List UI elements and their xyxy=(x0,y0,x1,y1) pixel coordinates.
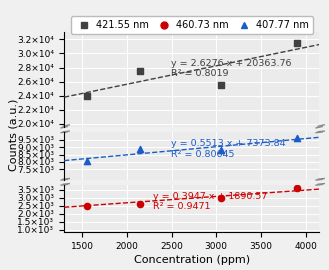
Point xyxy=(294,225,299,229)
Point xyxy=(84,93,89,98)
Point xyxy=(294,41,299,45)
Point xyxy=(138,146,143,151)
Point xyxy=(138,69,143,73)
Point xyxy=(218,102,223,107)
Text: Counts (a.u.): Counts (a.u.) xyxy=(8,99,18,171)
Point xyxy=(84,204,89,208)
Point xyxy=(84,159,89,163)
Point xyxy=(84,114,89,119)
Point xyxy=(138,244,143,248)
Point xyxy=(218,234,223,238)
Point xyxy=(138,200,143,204)
X-axis label: Concentration (ppm): Concentration (ppm) xyxy=(134,255,250,265)
Point xyxy=(138,240,143,244)
Text: y = 2.6276 x + 20363.76
R² = 0.8019: y = 2.6276 x + 20363.76 R² = 0.8019 xyxy=(171,59,292,78)
Point xyxy=(138,101,143,105)
Point xyxy=(294,237,299,241)
Point xyxy=(294,186,299,190)
Point xyxy=(294,195,299,199)
Point xyxy=(218,83,223,87)
Point xyxy=(218,195,223,200)
Point xyxy=(294,136,299,140)
Point xyxy=(84,241,89,246)
Text: y = 0.3947 x + 1890.57
R² = 0.9471: y = 0.3947 x + 1890.57 R² = 0.9471 xyxy=(153,192,268,211)
Point xyxy=(84,205,89,210)
Point xyxy=(218,148,223,152)
Legend: 421.55 nm, 460.73 nm, 407.77 nm: 421.55 nm, 460.73 nm, 407.77 nm xyxy=(71,16,313,34)
Point xyxy=(294,89,299,94)
Point xyxy=(138,202,143,206)
Point xyxy=(218,241,223,245)
Text: y = 0.5513 x + 7373.84
R² = 0.80645: y = 0.5513 x + 7373.84 R² = 0.80645 xyxy=(171,139,286,159)
Point xyxy=(84,245,89,249)
Point xyxy=(218,200,223,205)
